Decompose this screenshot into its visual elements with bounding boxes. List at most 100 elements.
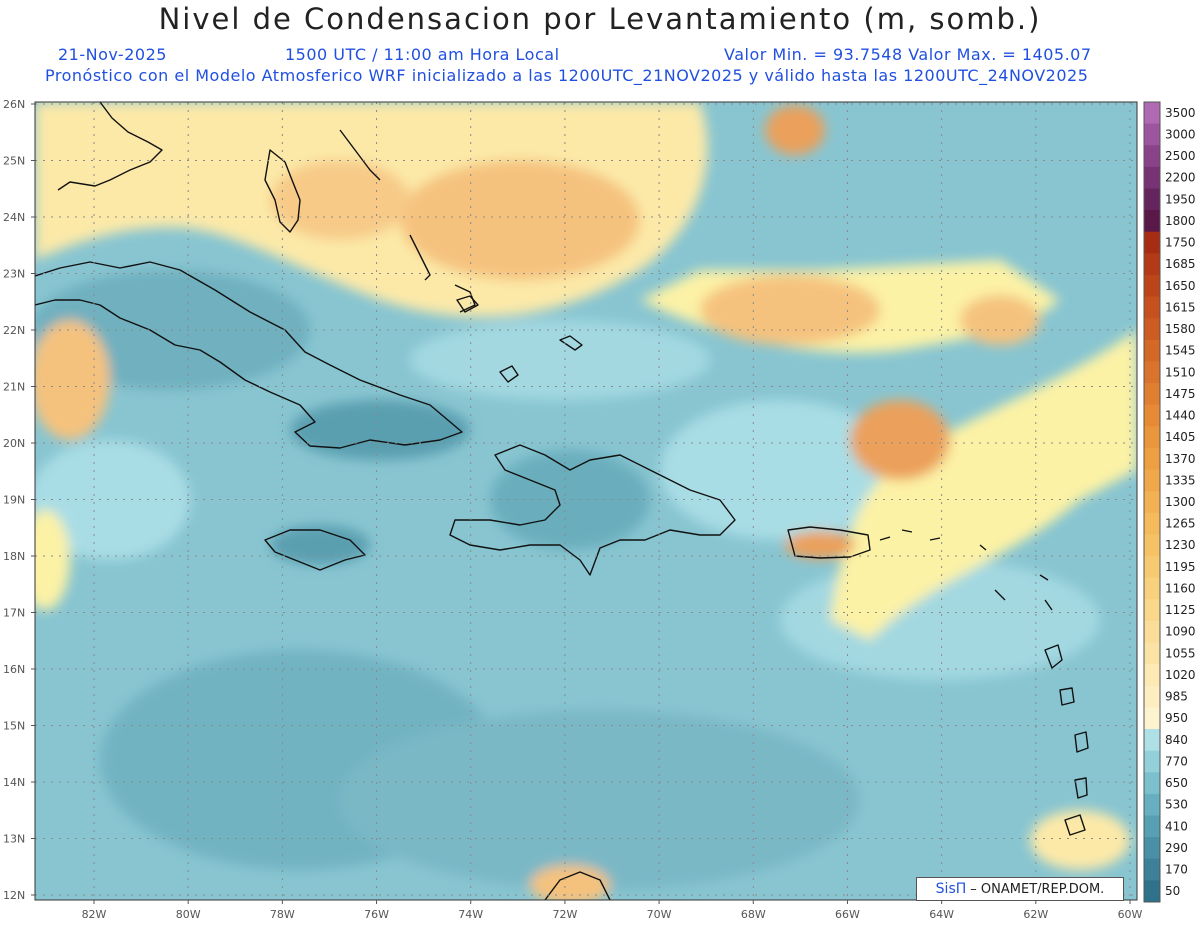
coast-florida [57,102,163,191]
colorbar-swatch-985 [1144,685,1160,708]
forecast-date: 21-Nov-2025 [58,45,167,64]
field-pale-w [35,510,70,610]
forecast-time: 1500 UTC / 11:00 am Hora Local [285,45,560,64]
colorbar-label-2500: 2500 [1165,149,1196,163]
field-light-west [35,440,190,560]
lat-label-17N: 17N [3,607,25,620]
colorbar-swatch-1370 [1144,447,1160,471]
colorbar-swatch-1440 [1144,404,1160,427]
graticule [35,102,1137,900]
colorbar-swatch-1405 [1144,426,1160,449]
colorbar-label-1230: 1230 [1165,538,1196,552]
field-low-hispaniola [490,450,650,550]
field-orange-5 [765,105,825,155]
field-light-pr [660,400,900,540]
coast-trinidad-tobago [1064,814,1086,836]
coast-puerto-rico [787,526,871,559]
colorbar-swatch-1545 [1144,339,1160,362]
lon-label-66W: 66W [835,908,860,921]
coast-lesser-antilles-3 [1074,731,1089,753]
lat-label-15N: 15N [3,720,25,733]
lat-label-14N: 14N [3,776,25,789]
field-light-north [410,320,710,400]
coast-bahamas-andros [264,149,301,233]
coast-lesser-antilles-4 [1074,777,1088,799]
coast-leewards [979,544,1053,611]
map-title: Nivel de Condensacion por Levantamiento … [158,2,1042,36]
lcl-shaded-field [35,102,1137,900]
field-orange-6 [960,295,1040,345]
colorbar-label-1160: 1160 [1165,581,1196,595]
model-info: Pronóstico con el Modelo Atmosferico WRF… [45,66,1089,85]
colorbar-label-770: 770 [1165,754,1188,768]
colorbar-label-1475: 1475 [1165,387,1196,401]
coast-bahamas-eleuthera [339,129,381,181]
colorbar-label-650: 650 [1165,776,1188,790]
colorbar-swatch-1055 [1144,642,1160,665]
value-min-max: Valor Min. = 93.7548 Valor Max. = 1405.0… [724,45,1092,64]
colorbar-label-2200: 2200 [1165,171,1196,185]
colorbar-swatch-2500 [1144,145,1160,168]
colorbar-label-1195: 1195 [1165,560,1196,574]
lon-label-64W: 64W [929,908,954,921]
colorbar-swatch-1685 [1144,253,1160,276]
colorbar-swatch-3500 [1144,102,1160,125]
field-orange-2 [270,160,410,240]
colorbar-label-840: 840 [1165,733,1188,747]
colorbar-swatch-170 [1144,858,1160,881]
colorbar-label-1650: 1650 [1165,279,1196,293]
colorbar-swatch-1300 [1144,491,1160,514]
colorbar-swatch-1125 [1144,599,1160,622]
colorbar-swatch-2200 [1144,166,1160,189]
colorbar-label-1440: 1440 [1165,409,1196,423]
colorbar-swatch-1750 [1144,231,1160,254]
colorbar-label-1090: 1090 [1165,625,1196,639]
lon-label-68W: 68W [741,908,766,921]
colorbar-swatch-840 [1144,729,1160,752]
colorbar-swatch-1335 [1144,469,1160,492]
colorbar-label-410: 410 [1165,819,1188,833]
coast-hispaniola [449,444,736,576]
colorbar-swatch-650 [1144,772,1160,795]
colorbar-swatch-1475 [1144,383,1160,406]
colorbar-label-1750: 1750 [1165,236,1196,250]
colorbar-swatch-1580 [1144,318,1160,341]
colorbar-label-1405: 1405 [1165,430,1196,444]
colorbar-swatch-1090 [1144,620,1160,644]
lat-label-20N: 20N [3,437,25,450]
colorbar-swatch-50 [1144,880,1160,903]
lat-label-18N: 18N [3,550,25,563]
lat-label-22N: 22N [3,324,25,337]
colorbar-label-1685: 1685 [1165,257,1196,271]
credit-text: – ONAMET/REP.DOM. [970,881,1105,897]
colorbar-swatch-1650 [1144,274,1160,298]
colorbar-label-950: 950 [1165,711,1188,725]
colorbar-label-3500: 3500 [1165,106,1196,120]
latitude-labels: 26N 25N 24N 23N 22N 21N 20N 19N 18N 17N 16N 15N 14N 1… [3,98,35,902]
colorbar-label-290: 290 [1165,841,1188,855]
field-low-cuba-e [290,400,470,460]
colorbar-label-1800: 1800 [1165,214,1196,228]
colorbar-swatch-1800 [1144,210,1160,233]
colorbar-label-985: 985 [1165,690,1188,704]
lon-label-78W: 78W [270,908,295,921]
colorbar-swatch-1615 [1144,296,1160,319]
lon-label-80W: 80W [176,908,201,921]
colorbar-swatch-1020 [1144,664,1160,687]
colorbar-swatch-1160 [1144,577,1160,600]
colorbar-label-170: 170 [1165,863,1188,877]
lon-label-72W: 72W [552,908,577,921]
lat-label-23N: 23N [3,268,25,281]
lat-label-25N: 25N [3,155,25,168]
colorbar-label-1335: 1335 [1165,473,1196,487]
coast-virgin-islands [879,529,941,541]
colorbar-label-1615: 1615 [1165,300,1196,314]
colorbar-label-1265: 1265 [1165,517,1196,531]
field-orange-s [530,865,610,900]
coast-inagua [456,295,479,313]
colorbar-label-1020: 1020 [1165,668,1196,682]
longitude-labels: 82W 80W 78W 76W 74W 72W 70W 68W 66W 64W 62W 60W [82,900,1143,921]
lat-label-21N: 21N [3,381,25,394]
colorbar-label-3000: 3000 [1165,127,1196,141]
